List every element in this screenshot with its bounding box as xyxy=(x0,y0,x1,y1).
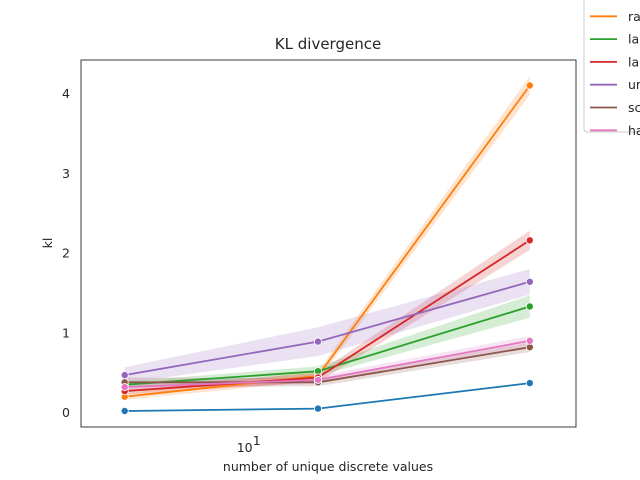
y-tick-label: 4 xyxy=(62,86,70,101)
series-markers xyxy=(120,81,534,415)
series-1-point-2 xyxy=(525,81,534,90)
series-6-point-1 xyxy=(313,375,322,384)
legend-label-3: la xyxy=(628,54,639,69)
series-4-point-0 xyxy=(120,371,129,380)
chart-title: KL divergence xyxy=(275,35,381,53)
x-tick-label: 10 xyxy=(237,440,253,455)
y-tick-label: 2 xyxy=(62,246,70,261)
x-axis-ticks: 10 1 xyxy=(237,433,261,455)
x-tick-label-exponent: 1 xyxy=(253,433,261,448)
series-4-band xyxy=(124,269,530,384)
series-2-point-2 xyxy=(525,302,534,311)
legend-label-4: ur xyxy=(628,77,640,92)
legend-label-2: la xyxy=(628,32,639,47)
y-tick-label: 3 xyxy=(62,166,70,181)
plot-frame xyxy=(80,59,577,428)
series-3-point-2 xyxy=(525,236,534,245)
y-axis-ticks: 0 1 2 3 4 xyxy=(62,86,70,420)
legend-label-5: sc xyxy=(628,100,640,115)
y-tick-label: 1 xyxy=(62,325,70,340)
series-2-band xyxy=(124,295,530,388)
x-axis-label: number of unique discrete values xyxy=(223,459,433,474)
series-4-point-2 xyxy=(525,277,534,286)
legend-frame xyxy=(583,0,640,133)
series-6-point-0 xyxy=(120,383,129,392)
legend: ra la la ur sc ha xyxy=(583,0,640,138)
series-0-point-0 xyxy=(120,406,129,415)
legend-label-6: ha xyxy=(628,123,640,138)
y-tick-label: 0 xyxy=(62,405,70,420)
series-0-point-2 xyxy=(525,379,534,388)
series-0-point-1 xyxy=(313,404,322,413)
y-axis-label: kl xyxy=(40,238,55,249)
series-6-point-2 xyxy=(525,336,534,345)
series-4-point-1 xyxy=(313,337,322,346)
legend-label-1: ra xyxy=(628,9,640,24)
